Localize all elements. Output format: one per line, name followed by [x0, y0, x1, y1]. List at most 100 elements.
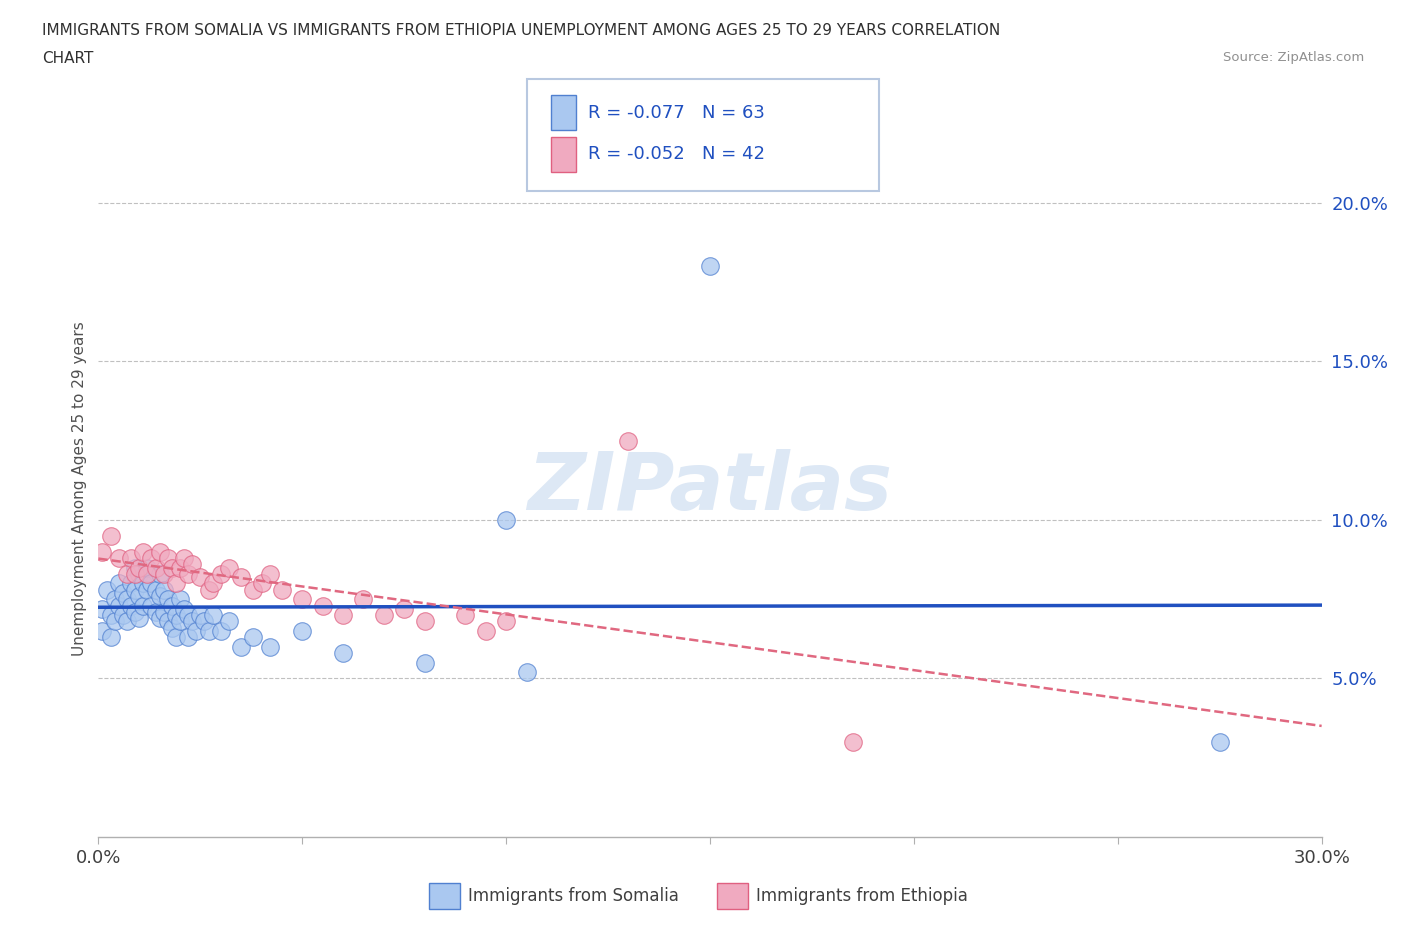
- Point: [332, 607, 354, 622]
- Point: [124, 604, 146, 619]
- Point: [169, 560, 191, 575]
- Point: [124, 560, 146, 575]
- Point: [173, 602, 195, 617]
- Point: [201, 576, 224, 591]
- Point: [188, 569, 212, 584]
- Point: [165, 630, 187, 644]
- Point: [181, 614, 204, 629]
- Point: [115, 591, 138, 606]
- Point: [132, 598, 155, 613]
- Point: [160, 560, 183, 575]
- Point: [108, 576, 131, 591]
- Point: [128, 560, 150, 575]
- Point: [197, 582, 219, 597]
- Point: [193, 614, 215, 629]
- Point: [373, 607, 395, 622]
- Point: [186, 623, 208, 638]
- Point: [136, 566, 159, 581]
- Point: [177, 607, 200, 622]
- Point: [145, 560, 167, 575]
- Point: [104, 591, 127, 606]
- Point: [197, 623, 219, 638]
- Point: [128, 611, 150, 626]
- Point: [160, 620, 183, 635]
- Point: [165, 607, 187, 622]
- Point: [115, 566, 138, 581]
- Point: [132, 576, 155, 591]
- Point: [104, 614, 127, 629]
- Point: [128, 566, 150, 581]
- Point: [259, 566, 281, 581]
- Point: [259, 639, 281, 654]
- Point: [177, 630, 200, 644]
- Point: [149, 611, 172, 626]
- Point: [516, 665, 538, 680]
- Point: [169, 591, 191, 606]
- Point: [111, 586, 134, 601]
- Point: [108, 598, 131, 613]
- Text: ZIPatlas: ZIPatlas: [527, 449, 893, 527]
- Point: [120, 551, 142, 565]
- Point: [474, 623, 498, 638]
- Point: [141, 576, 163, 591]
- Text: IMMIGRANTS FROM SOMALIA VS IMMIGRANTS FROM ETHIOPIA UNEMPLOYMENT AMONG AGES 25 T: IMMIGRANTS FROM SOMALIA VS IMMIGRANTS FR…: [42, 23, 1001, 38]
- Point: [115, 614, 138, 629]
- Point: [160, 598, 183, 613]
- Point: [156, 591, 179, 606]
- Point: [120, 598, 142, 613]
- Point: [699, 259, 721, 273]
- Text: CHART: CHART: [42, 51, 94, 66]
- Point: [149, 544, 172, 559]
- Point: [291, 623, 314, 638]
- Point: [242, 582, 264, 597]
- Point: [413, 655, 436, 670]
- Point: [242, 630, 264, 644]
- Text: Source: ZipAtlas.com: Source: ZipAtlas.com: [1223, 51, 1364, 64]
- Point: [209, 623, 232, 638]
- Point: [312, 598, 335, 613]
- Point: [91, 544, 114, 559]
- Text: R = -0.077   N = 63: R = -0.077 N = 63: [588, 103, 765, 122]
- Point: [156, 614, 179, 629]
- Point: [120, 576, 142, 591]
- Point: [177, 566, 200, 581]
- Point: [145, 604, 167, 619]
- Point: [100, 528, 122, 543]
- Point: [218, 614, 240, 629]
- Point: [100, 607, 122, 622]
- Point: [152, 604, 174, 619]
- Point: [332, 645, 354, 660]
- Point: [495, 512, 517, 527]
- Point: [149, 566, 172, 581]
- Point: [413, 614, 436, 629]
- Point: [149, 589, 172, 604]
- Point: [209, 566, 232, 581]
- Point: [617, 433, 640, 448]
- Point: [188, 607, 212, 622]
- Point: [495, 614, 517, 629]
- Text: Immigrants from Somalia: Immigrants from Somalia: [468, 886, 679, 905]
- Point: [141, 551, 163, 565]
- Point: [181, 557, 204, 572]
- Point: [124, 582, 146, 597]
- Point: [392, 602, 416, 617]
- Point: [91, 602, 114, 617]
- Point: [141, 598, 163, 613]
- Point: [218, 560, 240, 575]
- Text: R = -0.052   N = 42: R = -0.052 N = 42: [588, 145, 765, 164]
- Point: [124, 566, 146, 581]
- Point: [165, 576, 187, 591]
- Point: [136, 560, 159, 575]
- Y-axis label: Unemployment Among Ages 25 to 29 years: Unemployment Among Ages 25 to 29 years: [72, 321, 87, 656]
- Point: [100, 630, 122, 644]
- Point: [201, 607, 224, 622]
- Point: [91, 623, 114, 638]
- Point: [291, 591, 314, 606]
- Point: [1209, 735, 1232, 750]
- Point: [231, 569, 253, 584]
- Point: [132, 544, 155, 559]
- Point: [111, 607, 134, 622]
- Point: [173, 551, 195, 565]
- Point: [231, 639, 253, 654]
- Text: Immigrants from Ethiopia: Immigrants from Ethiopia: [756, 886, 969, 905]
